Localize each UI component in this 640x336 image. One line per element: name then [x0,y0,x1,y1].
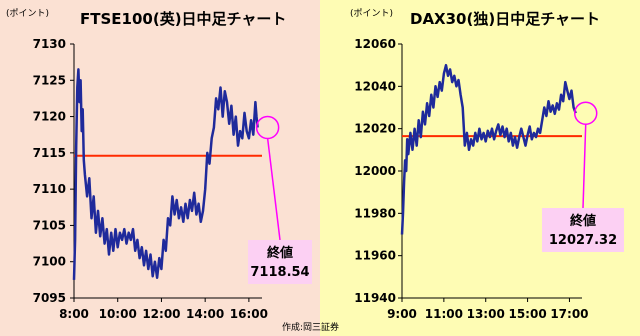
ftse-x-tick-label: 16:00 [230,307,268,321]
ftse-x-tick-label: 10:00 [99,307,137,321]
ftse-close-label: 終値 [267,245,293,261]
dax-y-tick-label: 11940 [354,291,396,305]
dax-price-line [400,63,577,235]
dax-chart: (ポイント) DAX30(独)日中足チャート 12060 12040 12020 1200… [350,8,624,321]
dax-close-marker [573,101,598,125]
dax-x-tick-label: 11:00 [425,307,463,321]
credit-label: 作成:岡三証券 [282,323,340,333]
dax-panel: (ポイント) DAX30(独)日中足チャート 12060 12040 12020 1200… [320,0,640,336]
ftse-unit-label: (ポイント) [6,8,49,19]
ftse-close-marker [255,115,280,140]
dax-close-callout [542,208,624,252]
dax-x-tick-label: 15:00 [508,307,546,321]
ftse-y-tick-label: 7095 [33,291,66,305]
ftse-close-value: 7118.54 [250,265,309,280]
ftse-chart: (ポイント) FTSE100(英)日中足チャート 7130 7125 7120 7115 7… [6,8,312,321]
dax-x-tick-label: 9:00 [387,307,417,321]
ftse-callout-pointer [266,138,281,241]
ftse-y-tick-label: 7105 [33,218,66,232]
ftse-y-tick-label: 7130 [33,37,66,51]
ftse-y-tick-label: 7100 [33,255,66,269]
dax-chart-title: DAX30(独)日中足チャート [410,10,600,28]
dax-callout-pointer [582,124,587,209]
ftse-y-tick-label: 7115 [33,146,66,160]
dax-x-tick-label: 13:00 [467,307,505,321]
ftse-close-callout [248,240,312,284]
dax-y-tick-label: 12020 [354,122,396,136]
dax-x-tick-label: 17:00 [550,307,588,321]
ftse-x-tick-label: 8:00 [59,307,89,321]
ftse-y-tick-label: 7125 [33,73,66,87]
dax-y-tick-label: 11960 [354,249,396,263]
dax-y-tick-label: 12060 [354,37,396,51]
ftse-panel: (ポイント) FTSE100(英)日中足チャート 7130 7125 7120 7115 7… [0,0,320,336]
ftse-x-tick-label: 14:00 [186,307,224,321]
ftse-price-line [72,68,259,280]
ftse-x-tick-label: 12:00 [142,307,180,321]
dax-close-label: 終値 [570,213,596,229]
ftse-chart-title: FTSE100(英)日中足チャート [80,10,286,28]
dax-y-tick-label: 12040 [354,79,396,93]
dax-y-tick-label: 12000 [354,164,396,178]
ftse-y-tick-label: 7110 [33,182,66,196]
dax-unit-label: (ポイント) [350,8,393,19]
dax-y-tick-label: 11980 [354,206,396,220]
dax-close-value: 12027.32 [549,233,617,248]
ftse-y-tick-label: 7120 [33,110,66,124]
